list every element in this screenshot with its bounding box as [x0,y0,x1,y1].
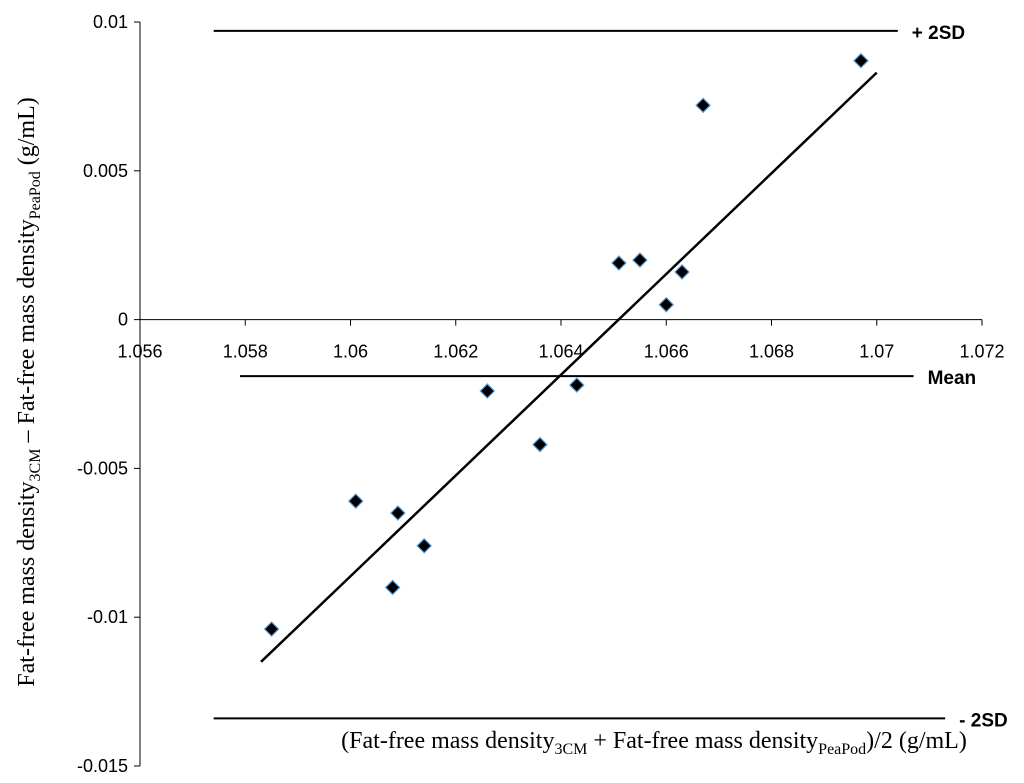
ref-label-2sd: + 2SD [912,23,965,44]
data-point [674,264,690,280]
x-tick-label: 1.068 [749,342,794,362]
x-axis-label: (Fat-free mass density3CM + Fat-free mas… [341,728,967,758]
y-axis-label-part: Fat-free mass density [14,481,40,686]
data-point [658,296,675,313]
x-tick-label: 1.066 [644,342,689,362]
reference-lines: + 2SD Mean - 2SD [213,23,1008,731]
data-point [263,621,280,637]
x-tick-label: 1.058 [223,342,268,362]
y-axis-label-subscript: PeaPod [27,171,44,219]
data-point [853,52,869,69]
x-axis-label-subscript: PeaPod [818,741,866,758]
regression-line [260,71,878,663]
data-point [568,377,585,393]
y-tick-label: -0.01 [87,607,128,627]
data-point [479,383,496,399]
x-tick-label: 1.06 [333,342,368,362]
x-axis-label-subscript: 3CM [554,741,587,758]
x-tick-label: 1.056 [117,342,162,362]
data-point [384,579,401,596]
x-tick-label: 1.064 [538,342,583,362]
y-axis-label-part: (g/mL) [14,97,40,171]
data-point [390,505,406,521]
axes: 0.01 0.005 0 -0.005 -0.01 -0.015 1.056 1.058 1.0… [77,12,1005,776]
ref-label-mean: Mean [928,368,977,389]
data-point [632,252,648,268]
x-tick-label: 1.062 [433,342,478,362]
y-tick-label: 0 [118,310,128,330]
y-tick-label: 0.01 [93,12,128,32]
x-axis-label-part: )/2 (g/mL) [866,728,967,754]
data-point [695,97,711,114]
data-point [347,493,364,509]
data-point [416,537,433,554]
y-axis-label: Fat-free mass density3CM – Fat-free mass… [14,97,44,686]
trendline-layer [260,71,878,663]
y-axis-label-subscript: 3CM [27,449,44,482]
data-points [263,52,869,637]
x-axis-label-part: + Fat-free mass density [587,728,818,754]
y-axis-label-part: – Fat-free mass density [14,219,40,448]
data-point [611,255,627,271]
x-axis-label-part: (Fat-free mass density [341,728,554,754]
y-tick-label: -0.015 [77,756,128,776]
x-tick-label: 1.072 [959,342,1004,362]
ref-label-2sd: - 2SD [959,710,1008,731]
y-tick-label: 0.005 [83,161,128,181]
x-tick-label: 1.07 [859,342,894,362]
y-tick-label: -0.005 [77,458,128,478]
data-point [532,436,548,453]
